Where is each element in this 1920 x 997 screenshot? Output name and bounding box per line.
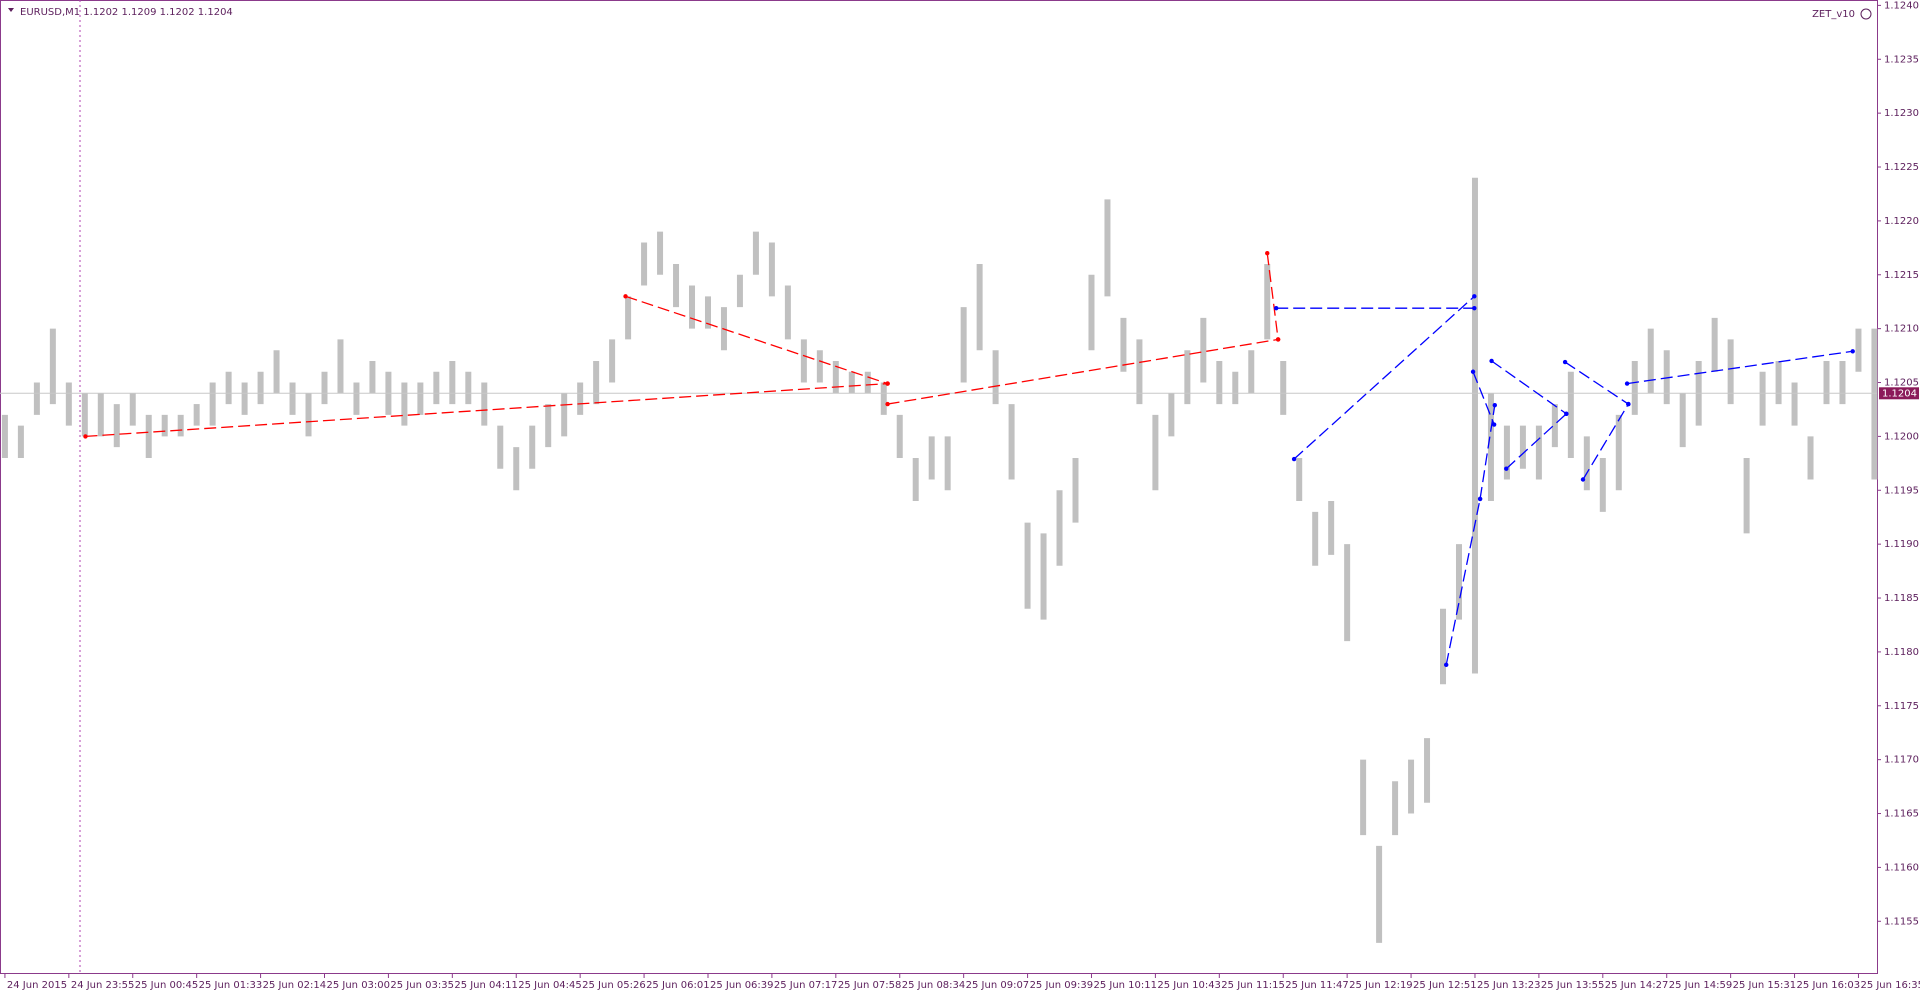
zigzag-point — [1273, 305, 1279, 311]
zigzag-segment — [1266, 253, 1279, 340]
zigzag-point — [885, 381, 890, 386]
x-tick-label: 25 Jun 11:47 — [1285, 980, 1349, 991]
indicator-label: ZET_v10 — [1812, 9, 1855, 20]
y-tick-label: 1.1230 — [1884, 108, 1919, 119]
zigzag-point — [1275, 337, 1281, 342]
zigzag-point — [1472, 305, 1477, 311]
x-tick-label: 25 Jun 14:27 — [1605, 980, 1669, 991]
y-tick-label: 1.1165 — [1884, 809, 1919, 820]
zigzag-point — [1477, 496, 1483, 502]
zigzag-segment — [1472, 371, 1495, 425]
y-tick-label: 1.1185 — [1884, 593, 1919, 604]
y-tick-label: 1.1200 — [1884, 431, 1919, 442]
zigzag-segment — [1564, 361, 1629, 405]
x-tick-label: 25 Jun 01:33 — [199, 980, 263, 991]
zigzag-segment — [1491, 360, 1567, 415]
y-tick-label: 1.1225 — [1884, 162, 1919, 173]
x-tick-label: 25 Jun 15:31 — [1733, 980, 1797, 991]
zigzag-point — [1626, 401, 1631, 407]
zigzag-point — [1265, 251, 1270, 256]
zigzag-segment — [1445, 498, 1481, 665]
y-tick-label: 1.1195 — [1884, 485, 1919, 496]
zigzag-segment — [1582, 403, 1629, 480]
zigzag-segment — [1505, 413, 1567, 470]
x-tick-label: 24 Jun 2015 — [7, 980, 67, 991]
x-tick-label: 25 Jun 09:39 — [1030, 980, 1094, 991]
x-tick-label: 25 Jun 13:55 — [1541, 980, 1605, 991]
x-tick-label: 25 Jun 12:19 — [1349, 980, 1413, 991]
x-tick-label: 25 Jun 02:14 — [263, 980, 327, 991]
y-tick-label: 1.1170 — [1884, 755, 1919, 766]
zigzag-point — [1850, 349, 1855, 354]
y-tick-label: 1.1215 — [1884, 270, 1919, 281]
zigzag-point — [1580, 477, 1586, 482]
x-tick-label: 25 Jun 06:01 — [646, 980, 710, 991]
zigzag-point — [1564, 411, 1569, 416]
x-tick-label: 25 Jun 00:45 — [135, 980, 199, 991]
indicator-icon[interactable] — [1860, 8, 1872, 20]
zigzag-point — [1291, 456, 1297, 462]
x-tick-label: 25 Jun 03:00 — [326, 980, 390, 991]
zigzag-point — [1624, 381, 1630, 386]
menu-arrow[interactable] — [8, 8, 14, 12]
x-tick-label: 25 Jun 07:17 — [774, 980, 838, 991]
x-tick-label: 25 Jun 16:35 — [1860, 980, 1920, 991]
x-tick-label: 25 Jun 10:11 — [1093, 980, 1157, 991]
y-tick-label: 1.1205 — [1884, 378, 1919, 389]
x-tick-label: 25 Jun 12:51 — [1413, 980, 1477, 991]
zigzag-point — [1472, 294, 1477, 299]
y-tick-label: 1.1235 — [1884, 54, 1919, 65]
zigzag-point — [1489, 358, 1494, 364]
x-tick-label: 25 Jun 13:23 — [1477, 980, 1541, 991]
zigzag-segment — [1293, 295, 1475, 460]
y-tick-label: 1.1220 — [1884, 216, 1919, 227]
last-price-label: 1.1204 — [1882, 388, 1917, 399]
y-tick-label: 1.1175 — [1884, 701, 1919, 712]
x-tick-label: 25 Jun 03:35 — [390, 980, 454, 991]
zigzag-segment — [1626, 350, 1853, 385]
zigzag-point — [83, 434, 88, 439]
y-tick-label: 1.1210 — [1884, 324, 1919, 335]
zigzag-segment — [625, 295, 888, 385]
x-tick-label: 25 Jun 10:43 — [1157, 980, 1221, 991]
x-tick-label: 25 Jun 11:15 — [1221, 980, 1285, 991]
x-tick-label: 25 Jun 14:59 — [1669, 980, 1733, 991]
zigzag-point — [1504, 466, 1509, 471]
x-tick-label: 24 Jun 23:55 — [71, 980, 135, 991]
zigzag-point — [885, 401, 890, 407]
x-tick-label: 25 Jun 09:07 — [966, 980, 1030, 991]
zigzag-segment — [887, 338, 1279, 405]
x-tick-label: 25 Jun 05:26 — [582, 980, 646, 991]
zigzag-point — [1444, 662, 1449, 668]
y-tick-label: 1.1190 — [1884, 539, 1919, 550]
chart-title: EURUSD,M1 1.1202 1.1209 1.1202 1.1204 — [20, 7, 233, 18]
y-tick-label: 1.1155 — [1884, 916, 1919, 927]
y-tick-label: 1.1180 — [1884, 647, 1919, 658]
x-tick-label: 25 Jun 07:58 — [838, 980, 902, 991]
x-tick-label: 25 Jun 08:34 — [902, 980, 966, 991]
x-tick-label: 25 Jun 16:03 — [1797, 980, 1861, 991]
y-tick-label: 1.1240 — [1884, 0, 1919, 11]
zigzag-point — [623, 294, 628, 299]
plot-frame — [0, 0, 1878, 974]
x-tick-label: 25 Jun 04:45 — [518, 980, 582, 991]
zigzag-point — [1562, 359, 1568, 365]
zigzag-point — [1470, 369, 1476, 374]
zigzag-segment — [1479, 405, 1496, 499]
last-price-tag — [1879, 387, 1919, 400]
y-tick-label: 1.1160 — [1884, 862, 1919, 873]
zigzag-point — [1492, 402, 1497, 408]
x-tick-label: 25 Jun 04:11 — [454, 980, 518, 991]
zigzag-point — [1491, 422, 1497, 427]
zigzag-segment — [85, 382, 888, 438]
x-tick-label: 25 Jun 06:39 — [710, 980, 774, 991]
